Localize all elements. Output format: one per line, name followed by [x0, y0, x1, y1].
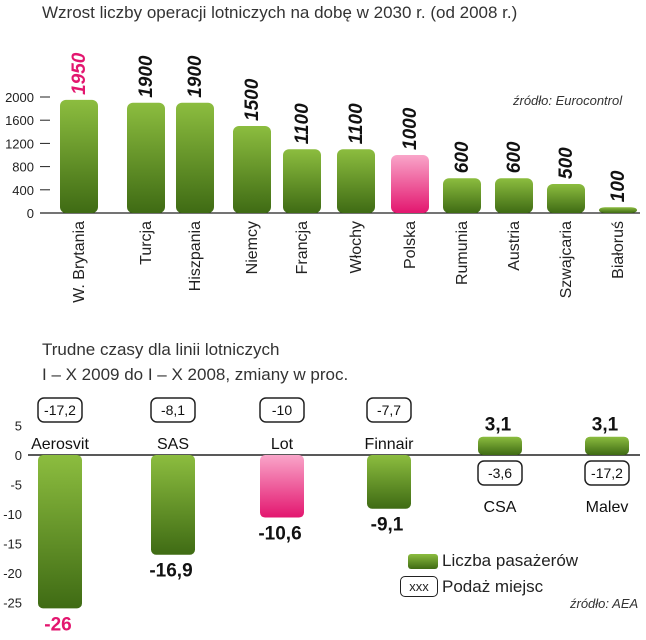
chart1-category-label-bia-oru: Białoruś [610, 221, 627, 279]
chart1-bar-rumunia [443, 178, 481, 213]
chart2-supply-box-csa [477, 460, 523, 486]
chart2-value-label-sas: -16,9 [149, 561, 192, 582]
chart2-value-label-finnair: -9,1 [371, 515, 404, 536]
chart2-title-line1: Trudne czasy dla linii lotniczych [42, 340, 280, 359]
chart1-flight-operations: 0 400 800 1200 1600 2000 1950 W. Brytania 1900 Tu… [5, 52, 640, 303]
legend-box-label: Podaż miejsc [442, 577, 544, 596]
chart1-category-label-austria: Austria [506, 221, 523, 271]
chart1-bar-hiszpania [176, 102, 214, 213]
chart2-bar-lot [260, 455, 304, 518]
chart1-source: źródło: Eurocontrol [513, 93, 623, 108]
chart2-supply-label-csa: -3,6 [488, 465, 512, 481]
chart1-category-label-w-brytania: W. Brytania [71, 221, 88, 303]
chart1-value-label-turcja: 1900 [136, 55, 157, 98]
chart2-supply-box-finnair [366, 397, 412, 423]
chart2-value-label-csa: 3,1 [485, 415, 512, 436]
chart1-value-label-francja: 1100 [292, 103, 313, 144]
chart1-category-label-w-ochy: Włochy [348, 221, 365, 273]
legend: Liczba pasażerów xxx Podaż miejsc [400, 549, 640, 601]
chart1-bar-w-ochy [337, 149, 375, 213]
chart2-ytick-label: 0 [15, 448, 22, 463]
chart1-bar-bia-oru [599, 207, 637, 213]
chart1-category-label-niemcy: Niemcy [244, 221, 261, 274]
chart1-bar-niemcy [233, 126, 271, 213]
chart1-value-label-polska: 1000 [400, 107, 421, 150]
chart1-category-label-francja: Francja [294, 221, 311, 274]
chart2-ytick-label: 5 [15, 419, 22, 434]
chart1-bar-szwajcaria [547, 184, 585, 213]
chart1-ytick-label: 800 [12, 160, 34, 175]
chart1-category-label-rumunia: Rumunia [454, 221, 471, 285]
chart1-ytick-label: 1600 [5, 113, 34, 128]
chart2-category-label-aerosvit: Aerosvit [31, 436, 89, 453]
chart2-ytick-label: -10 [3, 507, 22, 522]
chart1-ytick-label: 0 [27, 206, 34, 221]
chart2-value-label-aerosvit: -26 [44, 614, 71, 635]
chart1-value-label-hiszpania: 1900 [185, 55, 206, 98]
chart1-category-label-polska: Polska [402, 221, 419, 269]
chart2-bar-finnair [367, 455, 411, 509]
chart2-category-label-csa: CSA [484, 499, 517, 516]
chart2-category-label-malev: Malev [586, 499, 629, 516]
chart1-value-label-w-brytania: 1950 [69, 52, 90, 95]
chart1-bar-turcja [127, 102, 165, 213]
legend-bar-label: Liczba pasażerów [442, 551, 579, 570]
chart1-value-label-niemcy: 1500 [242, 78, 263, 121]
chart2-category-label-sas: SAS [157, 436, 189, 453]
chart1-category-label-hiszpania: Hiszpania [187, 221, 204, 291]
chart1-bar-polska [391, 155, 429, 213]
chart2-ytick-label: -25 [3, 596, 22, 611]
chart1-ytick-label: 400 [12, 183, 34, 198]
chart2-bar-csa [478, 436, 522, 455]
chart1-bar-w-brytania [60, 99, 98, 213]
chart1-value-label-szwajcaria: 500 [556, 147, 577, 179]
chart2-bar-aerosvit [38, 455, 82, 609]
chart2-title-line2: I – X 2009 do I – X 2008, zmiany w proc. [42, 365, 349, 384]
chart2-ytick-label: -5 [10, 478, 22, 493]
chart1-category-label-turcja: Turcja [138, 221, 155, 265]
chart1-ytick-label: 1200 [5, 136, 34, 151]
chart2-supply-box-aerosvit [37, 397, 83, 423]
chart2-value-label-malev: 3,1 [592, 415, 619, 436]
chart2-value-label-lot: -10,6 [258, 524, 301, 545]
chart2-supply-label-aerosvit: -17,2 [44, 402, 76, 418]
chart2-ytick-label: -15 [3, 537, 22, 552]
chart2-ytick-label: -20 [3, 566, 22, 581]
chart1-category-label-szwajcaria: Szwajcaria [558, 221, 575, 298]
chart1-value-label-rumunia: 600 [452, 141, 473, 173]
chart2-bar-malev [585, 436, 629, 455]
chart2-supply-label-lot: -10 [272, 402, 292, 418]
chart2-supply-label-sas: -8,1 [161, 402, 185, 418]
chart1-bar-francja [283, 149, 321, 213]
chart2-source: źródło: AEA [570, 596, 639, 611]
chart1-bar-austria [495, 178, 533, 213]
chart2-category-label-finnair: Finnair [365, 436, 415, 453]
legend-bar-swatch [408, 554, 438, 569]
chart2-supply-label-finnair: -7,7 [377, 402, 401, 418]
chart2-supply-box-lot [259, 397, 305, 423]
chart2-category-label-lot: Lot [271, 436, 294, 453]
legend-box-sample: xxx [400, 576, 438, 597]
chart2-supply-box-malev [584, 460, 630, 486]
chart1-title: Wzrost liczby operacji lotniczych na dob… [42, 3, 518, 22]
chart2-supply-box-sas [150, 397, 196, 423]
chart1-value-label-bia-oru: 100 [608, 170, 629, 202]
chart1-value-label-w-ochy: 1100 [346, 103, 367, 144]
chart1-value-label-austria: 600 [504, 141, 525, 173]
chart1-ytick-label: 2000 [5, 90, 34, 105]
chart2-supply-label-malev: -17,2 [591, 465, 623, 481]
chart2-bar-sas [151, 455, 195, 555]
